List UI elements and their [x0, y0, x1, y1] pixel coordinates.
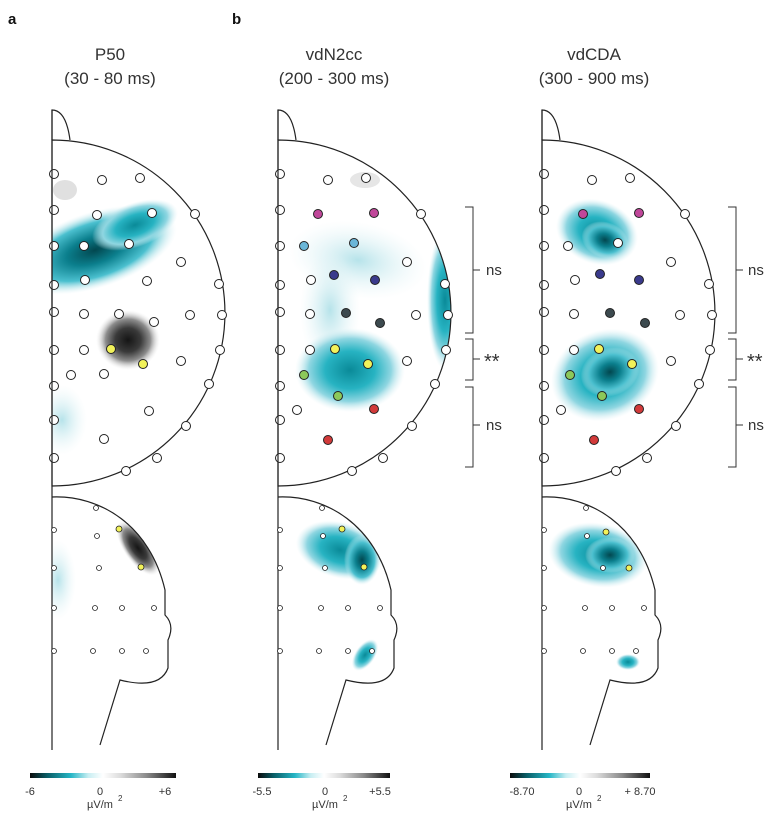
- electrode-yellow: [594, 344, 604, 354]
- panel-letter-a: a: [8, 11, 17, 28]
- colorbar-min: -5.5: [253, 786, 272, 798]
- significance-ns: ns: [748, 262, 764, 279]
- electrode-magenta: [369, 208, 379, 218]
- electrode-navy: [634, 275, 644, 285]
- electrode-darkgray: [375, 318, 385, 328]
- title-vdcda-window: (300 - 900 ms): [539, 69, 650, 88]
- topomap-p50-top: [49, 109, 227, 487]
- significance-brackets-vdcda: [728, 206, 743, 468]
- colorbar-zero: 0: [322, 786, 328, 798]
- significance-ns: ns: [748, 417, 764, 434]
- title-p50: P50: [95, 45, 125, 64]
- electrode-yellow: [106, 344, 116, 354]
- electrode-yellow: [137, 563, 145, 571]
- electrode-navy: [595, 269, 605, 279]
- colorbar-vdn2cc: -5.5 0 +5.5 µV/m 2: [253, 773, 391, 811]
- electrode-yellow: [627, 359, 637, 369]
- electrode-navy: [329, 270, 339, 280]
- electrode-green: [333, 391, 343, 401]
- significance-brackets-vdn2cc: [465, 206, 480, 468]
- colorbar-min: -8.70: [509, 786, 534, 798]
- electrode-yellow: [138, 359, 148, 369]
- electrode-red: [369, 404, 379, 414]
- electrode-red: [634, 404, 644, 414]
- nose-outline: [51, 109, 71, 141]
- colorbar-zero: 0: [576, 786, 582, 798]
- significance-stars: **: [747, 351, 763, 373]
- electrode-yellow: [625, 564, 633, 572]
- electrode-darkgray: [640, 318, 650, 328]
- electrode-green: [299, 370, 309, 380]
- electrode-red: [589, 435, 599, 445]
- electrode-green: [597, 391, 607, 401]
- electrode-yellow: [330, 344, 340, 354]
- colorbar-zero: 0: [97, 786, 103, 798]
- colorbar-unit: µV/m: [312, 799, 338, 811]
- colorbar-unit: µV/m: [566, 799, 592, 811]
- electrode-magenta: [578, 209, 588, 219]
- topomap-vdn2cc-top: [275, 109, 453, 487]
- colorbar-max: + 8.70: [625, 786, 656, 798]
- electrode-yellow: [363, 359, 373, 369]
- electrode-set-p50-side: [51, 505, 157, 654]
- colorbar-vdcda: -8.70 0 + 8.70 µV/m 2: [509, 773, 655, 811]
- colorbar-unit-exponent: 2: [118, 794, 123, 803]
- electrode-yellow: [338, 525, 346, 533]
- title-p50-window: (30 - 80 ms): [64, 69, 156, 88]
- electrode-green: [565, 370, 575, 380]
- significance-ns: ns: [486, 417, 502, 434]
- electrode-yellow: [602, 528, 610, 536]
- electrode-yellow: [115, 525, 123, 533]
- significance-ns: ns: [486, 262, 502, 279]
- colorbar-unit-exponent: 2: [343, 794, 348, 803]
- electrode-set-vdn2cc-side: [277, 505, 383, 654]
- colorbar-p50: -6 0 +6 µV/m 2: [25, 773, 176, 811]
- electrode-magenta: [634, 208, 644, 218]
- colorbar-min: -6: [25, 786, 35, 798]
- electrode-magenta: [313, 209, 323, 219]
- title-vdcda: vdCDA: [567, 45, 622, 64]
- title-vdn2cc-window: (200 - 300 ms): [279, 69, 390, 88]
- significance-stars: **: [484, 351, 500, 373]
- colorbar-max: +6: [159, 786, 172, 798]
- electrode-red: [323, 435, 333, 445]
- electrode-darkgray: [605, 308, 615, 318]
- colorbar-max: +5.5: [369, 786, 391, 798]
- topomap-vdcda-top: [539, 109, 717, 487]
- title-vdn2cc: vdN2cc: [306, 45, 363, 64]
- colorbar-unit: µV/m: [87, 799, 113, 811]
- electrode-yellow: [360, 563, 368, 571]
- electrode-darkgray: [341, 308, 351, 318]
- colorbar-unit-exponent: 2: [597, 794, 602, 803]
- nose-outline: [541, 109, 561, 141]
- electrode-lightblue: [349, 238, 359, 248]
- electrode-navy: [370, 275, 380, 285]
- electrode-set-vdcda-side: [541, 505, 647, 654]
- nose-outline: [277, 109, 297, 141]
- electrode-lightblue: [299, 241, 309, 251]
- panel-letter-b: b: [232, 11, 241, 28]
